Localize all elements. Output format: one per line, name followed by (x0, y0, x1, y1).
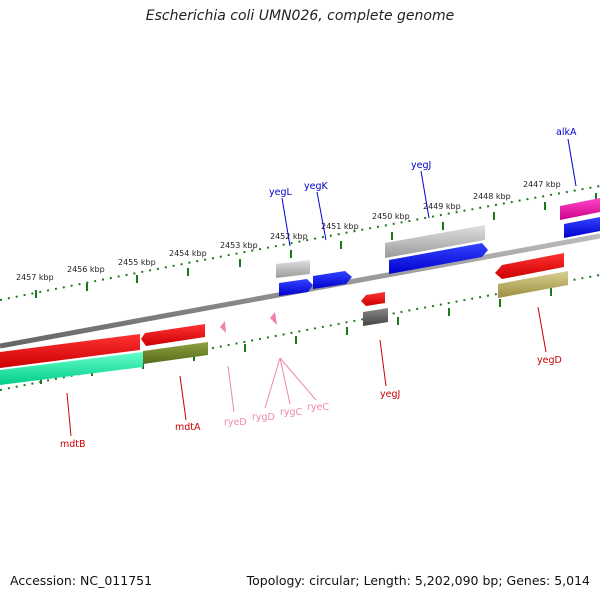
label-yegK: yegK (304, 181, 328, 192)
gene-mdtA-olive[interactable] (143, 342, 208, 364)
gene-yegI[interactable] (389, 243, 488, 274)
tick-label-2448: 2448 kbp (473, 192, 511, 201)
accession-text: Accession: NC_011751 (10, 573, 153, 588)
gene-yegJ-bottom-red[interactable] (361, 292, 385, 306)
tick-label-2453: 2453 kbp (220, 241, 258, 250)
gene-yegJ-bottom-grey[interactable] (363, 308, 388, 326)
tick-label-2454: 2454 kbp (169, 249, 207, 258)
tick-label-2449: 2449 kbp (423, 202, 461, 211)
label-yegJ-bottom: yegJ (380, 389, 400, 400)
bottom-tick-track (0, 274, 600, 391)
gene-yegL-grey[interactable] (276, 260, 310, 278)
gene-alkA-magenta[interactable] (560, 198, 600, 220)
top-tick-track (0, 185, 600, 301)
label-ryeD: ryeD (224, 417, 247, 428)
gene-alkA-blue[interactable] (564, 217, 600, 238)
label-yegD: yegD (537, 355, 562, 366)
gene-yegK[interactable] (313, 271, 352, 289)
gene-yegD-khaki[interactable] (498, 271, 568, 298)
tick-label-2451: 2451 kbp (321, 222, 359, 231)
topology-text: Topology: circular; Length: 5,202,090 bp… (246, 573, 590, 588)
top-major-ticks (35, 193, 597, 298)
label-ryeC: ryeC (307, 402, 329, 413)
gene-mdtB-teal[interactable] (0, 352, 143, 385)
label-mdtA: mdtA (175, 422, 201, 433)
tick-label-2447: 2447 kbp (523, 180, 561, 189)
label-alkA: alkA (556, 127, 577, 138)
map-title: Escherichia coli UMN026, complete genome (145, 8, 455, 24)
tick-label-2455: 2455 kbp (118, 258, 156, 267)
label-yegL: yegL (269, 187, 292, 198)
gene-yegL[interactable] (279, 279, 313, 296)
gene-yegJ-top-grey[interactable] (385, 225, 485, 258)
gene-ryeD[interactable] (220, 321, 226, 333)
tick-label-2456: 2456 kbp (67, 265, 105, 274)
tick-label-2450: 2450 kbp (372, 212, 410, 221)
label-mdtB: mdtB (60, 439, 86, 450)
gene-rygD[interactable] (270, 312, 277, 325)
label-rygD: rygD (252, 412, 275, 423)
callout-lines (66, 138, 577, 437)
label-yegI: yegJ (411, 160, 431, 171)
gene-mdtA-red[interactable] (141, 324, 205, 346)
gene-yegD-red[interactable] (495, 253, 564, 279)
gene-mdtB-red[interactable] (0, 334, 140, 368)
tick-label-2457: 2457 kbp (16, 273, 54, 282)
label-rygC: rygC (280, 407, 303, 418)
